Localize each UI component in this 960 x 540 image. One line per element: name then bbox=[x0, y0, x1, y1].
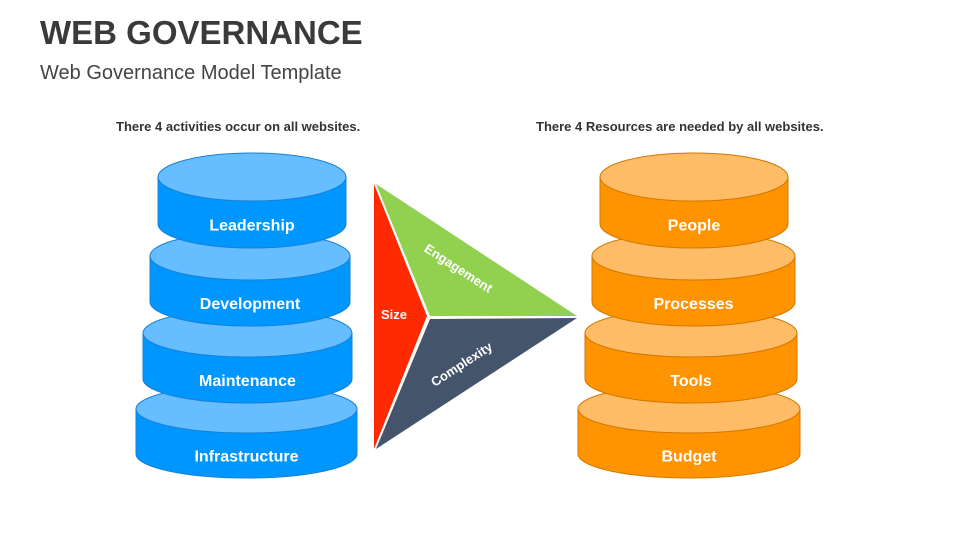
complexity-segment bbox=[376, 318, 577, 449]
cylinder-label: Budget bbox=[661, 449, 717, 466]
triangle: Size Engagement Complexity bbox=[374, 184, 577, 449]
cylinder-leadership: Leadership bbox=[157, 152, 347, 249]
cylinder-label: Maintenance bbox=[199, 373, 296, 390]
cylinder-label: Infrastructure bbox=[194, 449, 298, 466]
page-title: WEB GOVERNANCE bbox=[40, 14, 363, 51]
cylinder-people: People bbox=[599, 152, 789, 249]
engagement-segment bbox=[376, 184, 577, 316]
page-subtitle: Web Governance Model Template bbox=[40, 62, 342, 84]
cylinder-top bbox=[599, 152, 789, 202]
size-label: Size bbox=[381, 307, 407, 322]
cylinder-label: Leadership bbox=[209, 218, 295, 235]
cylinder-label: Development bbox=[200, 296, 301, 313]
cylinder-top bbox=[157, 152, 347, 202]
cylinder-label: Tools bbox=[670, 373, 712, 390]
left-caption: There 4 activities occur on all websites… bbox=[116, 119, 361, 134]
right-caption: There 4 Resources are needed by all webs… bbox=[536, 119, 824, 134]
cylinder-label: Processes bbox=[653, 296, 733, 313]
size-segment bbox=[374, 184, 427, 449]
cylinder-label: People bbox=[668, 218, 721, 235]
